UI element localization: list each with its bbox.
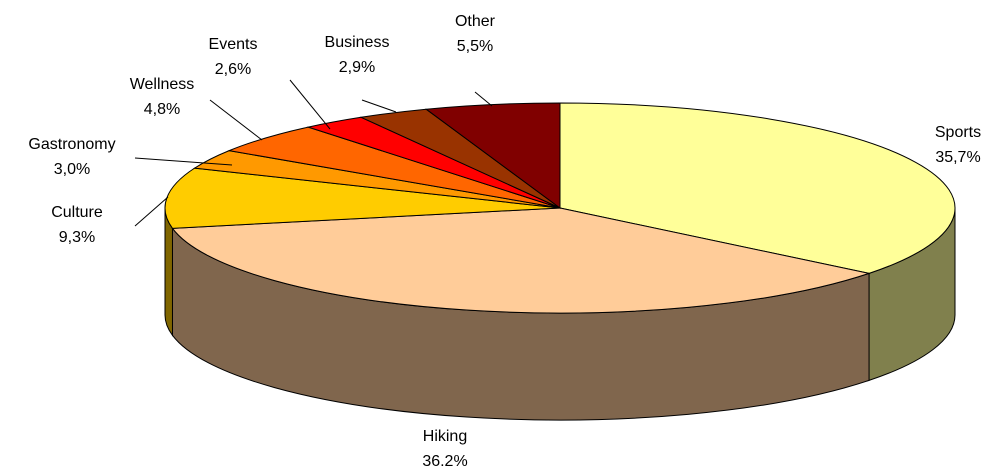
- slice-label: Hiking: [423, 428, 467, 445]
- leader-line: [134, 157, 233, 166]
- value-label: 2,9%: [339, 59, 375, 76]
- slice-label: Culture: [51, 204, 103, 221]
- slice: [424, 102, 561, 209]
- slice-label: Wellness: [130, 76, 195, 93]
- value-label: 4,8%: [144, 101, 180, 118]
- leader-line: [361, 99, 397, 113]
- slice-label: Gastronomy: [28, 136, 115, 153]
- leader-line: [474, 91, 493, 107]
- value-label: 3,0%: [54, 161, 90, 178]
- slice-label: Business: [325, 34, 390, 51]
- slice-label: Sports: [935, 124, 981, 141]
- slice-label: Events: [209, 36, 258, 53]
- slice-label: Other: [455, 13, 496, 30]
- leader-line: [209, 99, 263, 141]
- value-label: 35,7%: [935, 149, 980, 166]
- leader-line: [134, 196, 169, 227]
- value-label: 9,3%: [59, 229, 95, 246]
- value-label: 2,6%: [215, 61, 251, 78]
- leader-line: [289, 79, 331, 130]
- slice: [171, 207, 871, 314]
- value-label: 36.2%: [422, 453, 467, 470]
- value-label: 5,5%: [457, 38, 493, 55]
- slice: [559, 102, 956, 274]
